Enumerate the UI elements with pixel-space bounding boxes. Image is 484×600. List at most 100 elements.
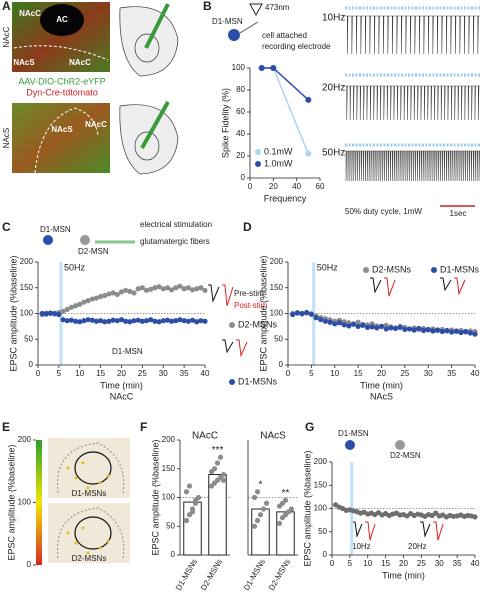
y-tick-label: 150: [20, 283, 34, 292]
y-tick-label: 100: [232, 63, 246, 72]
chart-title: NAcC: [192, 431, 218, 442]
point: [85, 298, 91, 304]
cell-dot: [86, 551, 90, 555]
significance: ***: [212, 445, 224, 456]
point: [254, 489, 261, 495]
series-line: [261, 67, 310, 155]
point: [463, 328, 469, 335]
y-tick-label: 50: [166, 521, 175, 530]
x-tick-label: 10: [75, 369, 84, 378]
point: [102, 319, 108, 325]
x-tick-label: 40: [292, 182, 301, 191]
point: [318, 317, 324, 323]
point: [198, 318, 204, 324]
cell-label: D1-MSN: [338, 429, 369, 438]
y-tick-label: 100: [20, 309, 34, 318]
cell-dot: [106, 539, 110, 543]
cell: [395, 440, 405, 450]
cell-label: D2-MSN: [390, 451, 421, 460]
point: [93, 295, 100, 301]
region-label: NAcS: [51, 125, 73, 134]
point: [257, 512, 264, 518]
region-label: NAcC: [19, 9, 41, 18]
panel-label: D: [243, 220, 252, 234]
point: [64, 318, 70, 324]
point: [72, 303, 79, 309]
point: [258, 65, 265, 71]
legend-label: D1-MSNs: [238, 376, 278, 386]
frequency-label: 10Hz: [322, 13, 345, 24]
x-tick-label: 30: [435, 559, 444, 568]
x-tick-label: D1-MSNs: [242, 558, 267, 593]
point: [56, 311, 62, 318]
y-tick-label: 0: [241, 173, 246, 182]
x-tick-label: 20: [269, 182, 278, 191]
x-tick-label: 25: [400, 369, 409, 378]
x-tick-label: 10: [330, 369, 339, 378]
point: [467, 330, 473, 336]
point: [369, 324, 375, 330]
point: [439, 328, 445, 335]
cell: [80, 235, 90, 245]
y-tick-label: 40: [236, 129, 245, 138]
point: [143, 287, 150, 293]
point: [148, 317, 154, 323]
point: [43, 311, 49, 317]
x-tick-label: 0: [36, 369, 41, 378]
y-tick-label: 50: [318, 527, 327, 536]
point: [433, 510, 439, 516]
x-tick-label: 30: [159, 369, 168, 378]
point: [160, 286, 166, 292]
point: [263, 500, 270, 506]
point: [211, 466, 218, 472]
point: [106, 291, 112, 297]
point: [430, 328, 436, 334]
cell-dot: [86, 486, 90, 490]
x-tick-label: 20: [377, 369, 386, 378]
legend-post: Post-stim: [234, 301, 268, 310]
point: [183, 489, 190, 495]
region-label: NAcC: [85, 120, 107, 129]
legend-pre: Pre-stim: [234, 289, 264, 298]
point: [139, 318, 145, 324]
point: [383, 322, 389, 328]
point: [220, 477, 227, 483]
point: [39, 310, 45, 317]
point: [220, 471, 227, 478]
y-axis-label: Spike Fidelity (%): [220, 88, 230, 158]
point: [77, 319, 83, 325]
region-label: NAcS: [2, 128, 11, 148]
image-label: D2-MSNs: [72, 554, 107, 563]
x-tick-label: 5: [57, 369, 62, 378]
x-tick-label: D2-MSNs: [267, 558, 292, 593]
point: [202, 318, 208, 324]
cell-dot: [81, 461, 85, 465]
point: [406, 326, 413, 332]
y-tick-label: 100: [18, 498, 32, 507]
bar: [208, 474, 227, 556]
point: [189, 287, 196, 293]
fiber-label: glutamatergic fibers: [140, 237, 210, 246]
point: [60, 308, 66, 315]
cell: [43, 235, 53, 245]
legend-swatch: [363, 267, 369, 273]
point: [110, 317, 116, 323]
point: [98, 318, 104, 324]
point: [392, 325, 399, 332]
legend-swatch: [255, 149, 261, 155]
y-axis-label: EPSC amplitude (%baseline): [302, 450, 312, 566]
legend-swatch: [229, 322, 235, 328]
panel-label: B: [203, 0, 212, 13]
y-tick-label: 80: [236, 85, 245, 94]
frequency-label: 20Hz: [408, 542, 427, 551]
point: [254, 517, 261, 524]
point: [143, 318, 150, 324]
point: [305, 150, 312, 157]
point: [181, 318, 187, 324]
point: [169, 318, 175, 324]
point: [89, 296, 95, 302]
point: [118, 317, 125, 323]
y-tick-label: 200: [270, 257, 284, 266]
point: [148, 286, 154, 292]
